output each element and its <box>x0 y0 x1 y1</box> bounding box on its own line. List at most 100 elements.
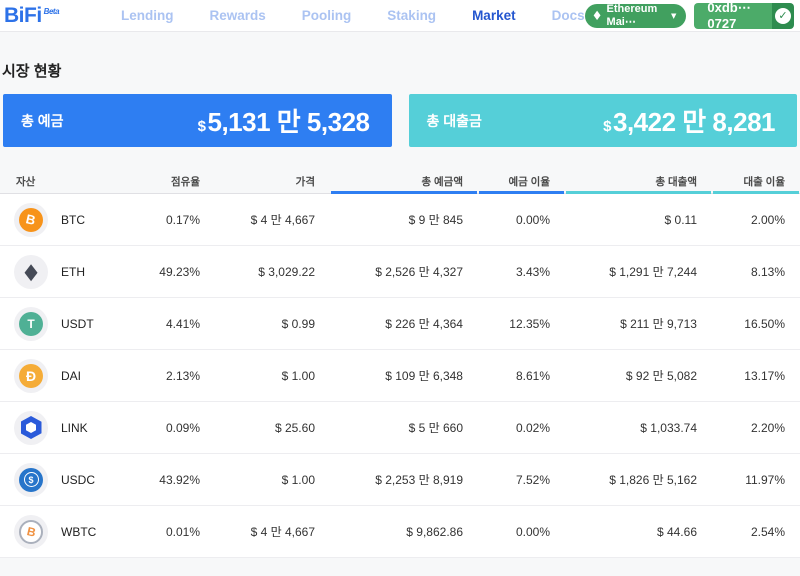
nav-item-market[interactable]: Market <box>472 8 516 23</box>
check-icon: ✓ <box>774 7 791 24</box>
asset-symbol: WBTC <box>61 524 97 539</box>
loan-total-cell: $ 211 만 9,713 <box>620 317 697 331</box>
deposit-rate-cell: 3.43% <box>515 264 550 279</box>
total-loan-card: 총 대출금 $3,422 만 8,281 <box>408 94 797 147</box>
eth-icon: ◆ <box>14 254 48 289</box>
total-loan-value: $3,422 만 8,281 <box>603 107 775 137</box>
price-cell: $ 4 만 4,667 <box>250 525 315 539</box>
dai-icon: Ð <box>14 358 48 393</box>
deposit-total-cell: $ 109 만 6,348 <box>385 369 463 383</box>
deposit-total-cell: $ 9 만 845 <box>408 213 463 227</box>
stat-cards: 총 예금 $5,131 만 5,328 총 대출금 $3,422 만 8,281 <box>3 94 797 147</box>
share-cell: 0.17% <box>165 212 200 227</box>
table-row-usdt[interactable]: T USDT 4.41% $ 0.99 $ 226 만 4,364 12.35%… <box>0 298 800 350</box>
share-cell: 4.41% <box>165 316 200 331</box>
table-header-row: 자산 점유율 가격 총 예금액 예금 이율 총 대출액 대출 이율 <box>0 169 800 194</box>
share-cell: 43.92% <box>159 472 200 487</box>
network-label: Ethereum Mai⋯ <box>606 3 658 28</box>
main-content: 시장 현황 총 예금 $5,131 만 5,328 총 대출금 $3,422 만… <box>0 60 800 558</box>
deposit-rate-cell: 8.61% <box>515 368 550 383</box>
loan-rate-cell: 11.97% <box>745 472 785 487</box>
price-cell: $ 1.00 <box>281 472 315 487</box>
price-cell: $ 3,029.22 <box>258 264 315 279</box>
loan-rate-cell: 8.13% <box>750 264 785 279</box>
asset-cell: Ð DAI <box>0 358 130 393</box>
total-deposit-card: 총 예금 $5,131 만 5,328 <box>3 94 392 147</box>
table-row-dai[interactable]: Ð DAI 2.13% $ 1.00 $ 109 만 6,348 8.61% $… <box>0 350 800 402</box>
deposit-total-cell: $ 226 만 4,364 <box>385 317 463 331</box>
loan-total-cell: $ 92 만 5,082 <box>625 369 697 383</box>
total-loan-label: 총 대출금 <box>426 112 482 129</box>
price-cell: $ 25.60 <box>274 420 315 435</box>
price-cell: $ 4 만 4,667 <box>250 213 315 227</box>
deposit-rate-cell: 0.00% <box>515 524 550 539</box>
col-header-share: 점유율 <box>171 175 200 188</box>
asset-symbol: USDC <box>61 472 96 487</box>
share-cell: 0.09% <box>165 420 200 435</box>
deposit-total-cell: $ 9,862.86 <box>406 524 463 539</box>
asset-symbol: LINK <box>61 420 88 435</box>
col-header-loan-rate: 대출 이율 <box>712 169 800 194</box>
table-row-wbtc[interactable]: B WBTC 0.01% $ 4 만 4,667 $ 9,862.86 0.00… <box>0 506 800 558</box>
table-row-usdc[interactable]: $ USDC 43.92% $ 1.00 $ 2,253 만 8,919 7.5… <box>0 454 800 506</box>
usdc-icon: $ <box>14 462 48 497</box>
asset-symbol: DAI <box>61 368 82 383</box>
btc-icon: B <box>14 202 48 237</box>
wallet-address: 0xdb⋯0727 <box>694 2 772 29</box>
nav-item-rewards[interactable]: Rewards <box>209 8 266 23</box>
total-deposit-label: 총 예금 <box>21 112 64 129</box>
nav-right: ◆ Ethereum Mai⋯ ▼ 0xdb⋯0727 ✓ <box>584 2 794 29</box>
loan-total-cell: $ 1,291 만 7,244 <box>609 265 697 279</box>
loan-total-cell: $ 1,826 만 5,162 <box>609 473 697 487</box>
share-cell: 0.01% <box>165 524 200 539</box>
deposit-rate-cell: 0.02% <box>515 420 550 435</box>
top-navbar: BiFi Beta Lending Rewards Pooling Staking… <box>0 0 800 32</box>
asset-cell: B BTC <box>0 202 130 237</box>
table-row-eth[interactable]: ◆ ETH 49.23% $ 3,029.22 $ 2,526 만 4,327 … <box>0 246 800 298</box>
total-deposit-value: $5,131 만 5,328 <box>197 107 370 137</box>
asset-cell: ◆ ETH <box>0 254 130 289</box>
asset-symbol: USDT <box>61 316 94 331</box>
deposit-total-cell: $ 2,526 만 4,327 <box>375 265 463 279</box>
link-icon <box>14 410 48 445</box>
loan-rate-cell: 2.20% <box>750 420 785 435</box>
table-row-btc[interactable]: B BTC 0.17% $ 4 만 4,667 $ 9 만 845 0.00% … <box>0 194 800 246</box>
col-header-deposit-total: 총 예금액 <box>330 169 478 194</box>
deposit-rate-cell: 7.52% <box>515 472 550 487</box>
col-header-loan-total: 총 대출액 <box>565 169 712 194</box>
wallet-button[interactable]: 0xdb⋯0727 ✓ <box>694 2 794 29</box>
network-selector[interactable]: ◆ Ethereum Mai⋯ ▼ <box>584 3 687 28</box>
share-cell: 49.23% <box>159 264 200 279</box>
nav-item-staking[interactable]: Staking <box>387 8 437 23</box>
beta-badge: Beta <box>43 6 60 16</box>
loan-rate-cell: 2.00% <box>750 212 785 227</box>
logo-text: BiFi <box>4 3 42 27</box>
currency-symbol: $ <box>603 118 611 135</box>
asset-symbol: BTC <box>61 212 85 227</box>
nav-item-docs[interactable]: Docs <box>551 8 585 23</box>
asset-symbol: ETH <box>61 264 85 279</box>
col-header-asset: 자산 <box>16 175 36 188</box>
bifi-logo[interactable]: BiFi Beta <box>4 3 60 28</box>
market-table: 자산 점유율 가격 총 예금액 예금 이율 총 대출액 대출 이율 B BTC … <box>0 169 800 558</box>
loan-rate-cell: 16.50% <box>744 316 785 331</box>
nav-item-lending[interactable]: Lending <box>121 8 174 23</box>
asset-cell: B WBTC <box>0 514 130 549</box>
asset-cell: T USDT <box>0 306 130 341</box>
usdt-icon: T <box>14 306 48 341</box>
ethereum-icon: ◆ <box>593 8 601 23</box>
deposit-rate-cell: 0.00% <box>515 212 550 227</box>
deposit-rate-cell: 12.35% <box>509 316 550 331</box>
loan-rate-cell: 13.17% <box>744 368 785 383</box>
loan-total-cell: $ 1,033.74 <box>640 420 697 435</box>
wallet-status: ✓ <box>771 2 794 29</box>
nav-item-pooling[interactable]: Pooling <box>301 8 352 23</box>
wbtc-icon: B <box>14 514 48 549</box>
asset-cell: $ USDC <box>0 462 130 497</box>
price-cell: $ 0.99 <box>281 316 315 331</box>
price-cell: $ 1.00 <box>281 368 315 383</box>
nav-menu: Lending Rewards Pooling Staking Market D… <box>121 8 585 23</box>
asset-cell: LINK <box>0 410 130 445</box>
table-row-link[interactable]: LINK 0.09% $ 25.60 $ 5 만 660 0.02% $ 1,0… <box>0 402 800 454</box>
share-cell: 2.13% <box>165 368 200 383</box>
